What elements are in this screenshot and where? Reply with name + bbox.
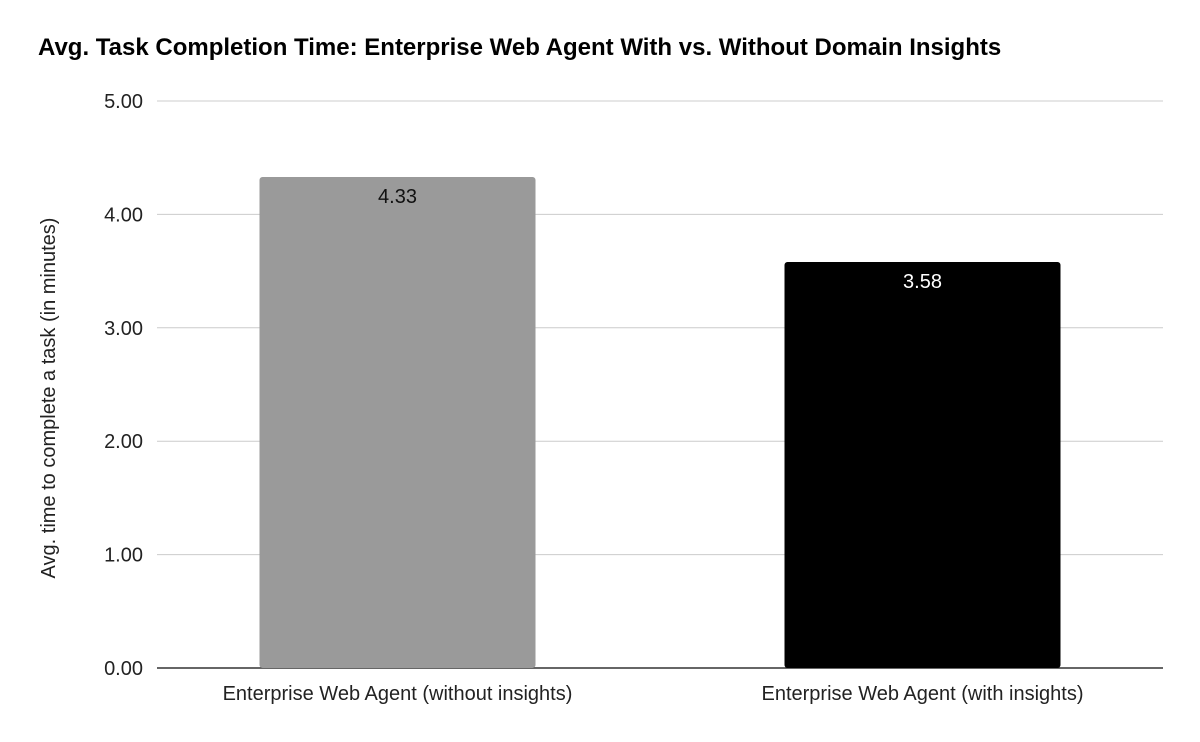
- data-labels: 4.33 3.58: [378, 186, 942, 293]
- x-axis-categories: Enterprise Web Agent (without insights) E…: [223, 683, 1084, 705]
- bar: [259, 176, 536, 668]
- y-tick-label: 2.00: [104, 431, 143, 453]
- x-category-label: Enterprise Web Agent (without insights): [223, 683, 573, 705]
- y-tick-label: 3.00: [104, 318, 143, 340]
- y-axis-ticks: 0.00 1.00 2.00 3.00 4.00 5.00: [104, 91, 143, 680]
- bars: [259, 176, 1061, 668]
- y-tick-label: 0.00: [104, 658, 143, 680]
- y-tick-label: 5.00: [104, 91, 143, 113]
- chart-title: Avg. Task Completion Time: Enterprise We…: [38, 34, 1002, 61]
- y-axis-label: Avg. time to complete a task (in minutes…: [38, 218, 60, 579]
- data-label: 3.58: [903, 271, 942, 293]
- y-tick-label: 4.00: [104, 204, 143, 226]
- bar: [784, 262, 1061, 668]
- x-category-label: Enterprise Web Agent (with insights): [761, 683, 1083, 705]
- data-label: 4.33: [378, 186, 417, 208]
- y-tick-label: 1.00: [104, 545, 143, 567]
